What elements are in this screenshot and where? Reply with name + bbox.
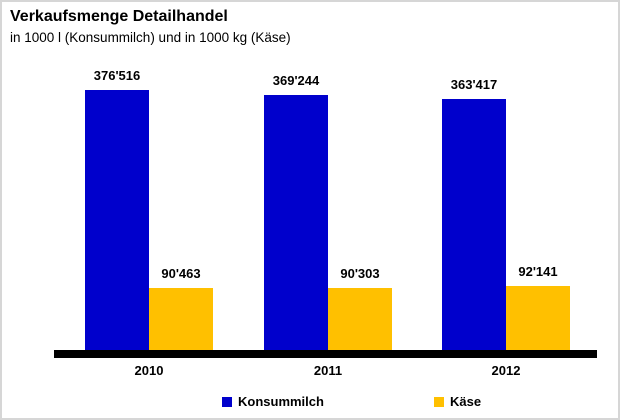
bar-käse-2011 <box>328 288 392 350</box>
bar-käse-2010 <box>149 288 213 350</box>
x-axis-line <box>54 350 597 358</box>
legend-marker-konsummilch-icon <box>222 396 232 407</box>
bar-value-label-konsummilch-2012: 363'417 <box>450 77 498 92</box>
legend-item-konsummilch: Konsummilch <box>222 394 324 409</box>
legend-marker-kaese-icon <box>434 396 444 407</box>
legend: Konsummilch Käse <box>2 394 618 414</box>
bar-konsummilch-2011 <box>264 95 328 350</box>
legend-label-kaese: Käse <box>450 394 482 409</box>
bar-value-label-käse-2012: 92'141 <box>518 264 558 279</box>
year-label-2010: 2010 <box>134 363 164 378</box>
bar-konsummilch-2012 <box>442 99 506 350</box>
bar-value-label-käse-2011: 90'303 <box>340 266 380 281</box>
bar-value-label-konsummilch-2011: 369'244 <box>272 73 320 88</box>
legend-item-kaese: Käse <box>434 394 481 409</box>
legend-label-konsummilch: Konsummilch <box>238 394 324 409</box>
bar-konsummilch-2010 <box>85 90 149 350</box>
bar-käse-2012 <box>506 286 570 350</box>
bar-value-label-käse-2010: 90'463 <box>161 266 201 281</box>
chart-title: Verkaufsmenge Detailhandel <box>10 8 228 25</box>
chart-subtitle: in 1000 l (Konsummilch) und in 1000 kg (… <box>10 30 291 45</box>
year-label-2012: 2012 <box>491 363 521 378</box>
bar-value-label-konsummilch-2010: 376'516 <box>93 68 141 83</box>
year-label-2011: 2011 <box>313 363 343 378</box>
